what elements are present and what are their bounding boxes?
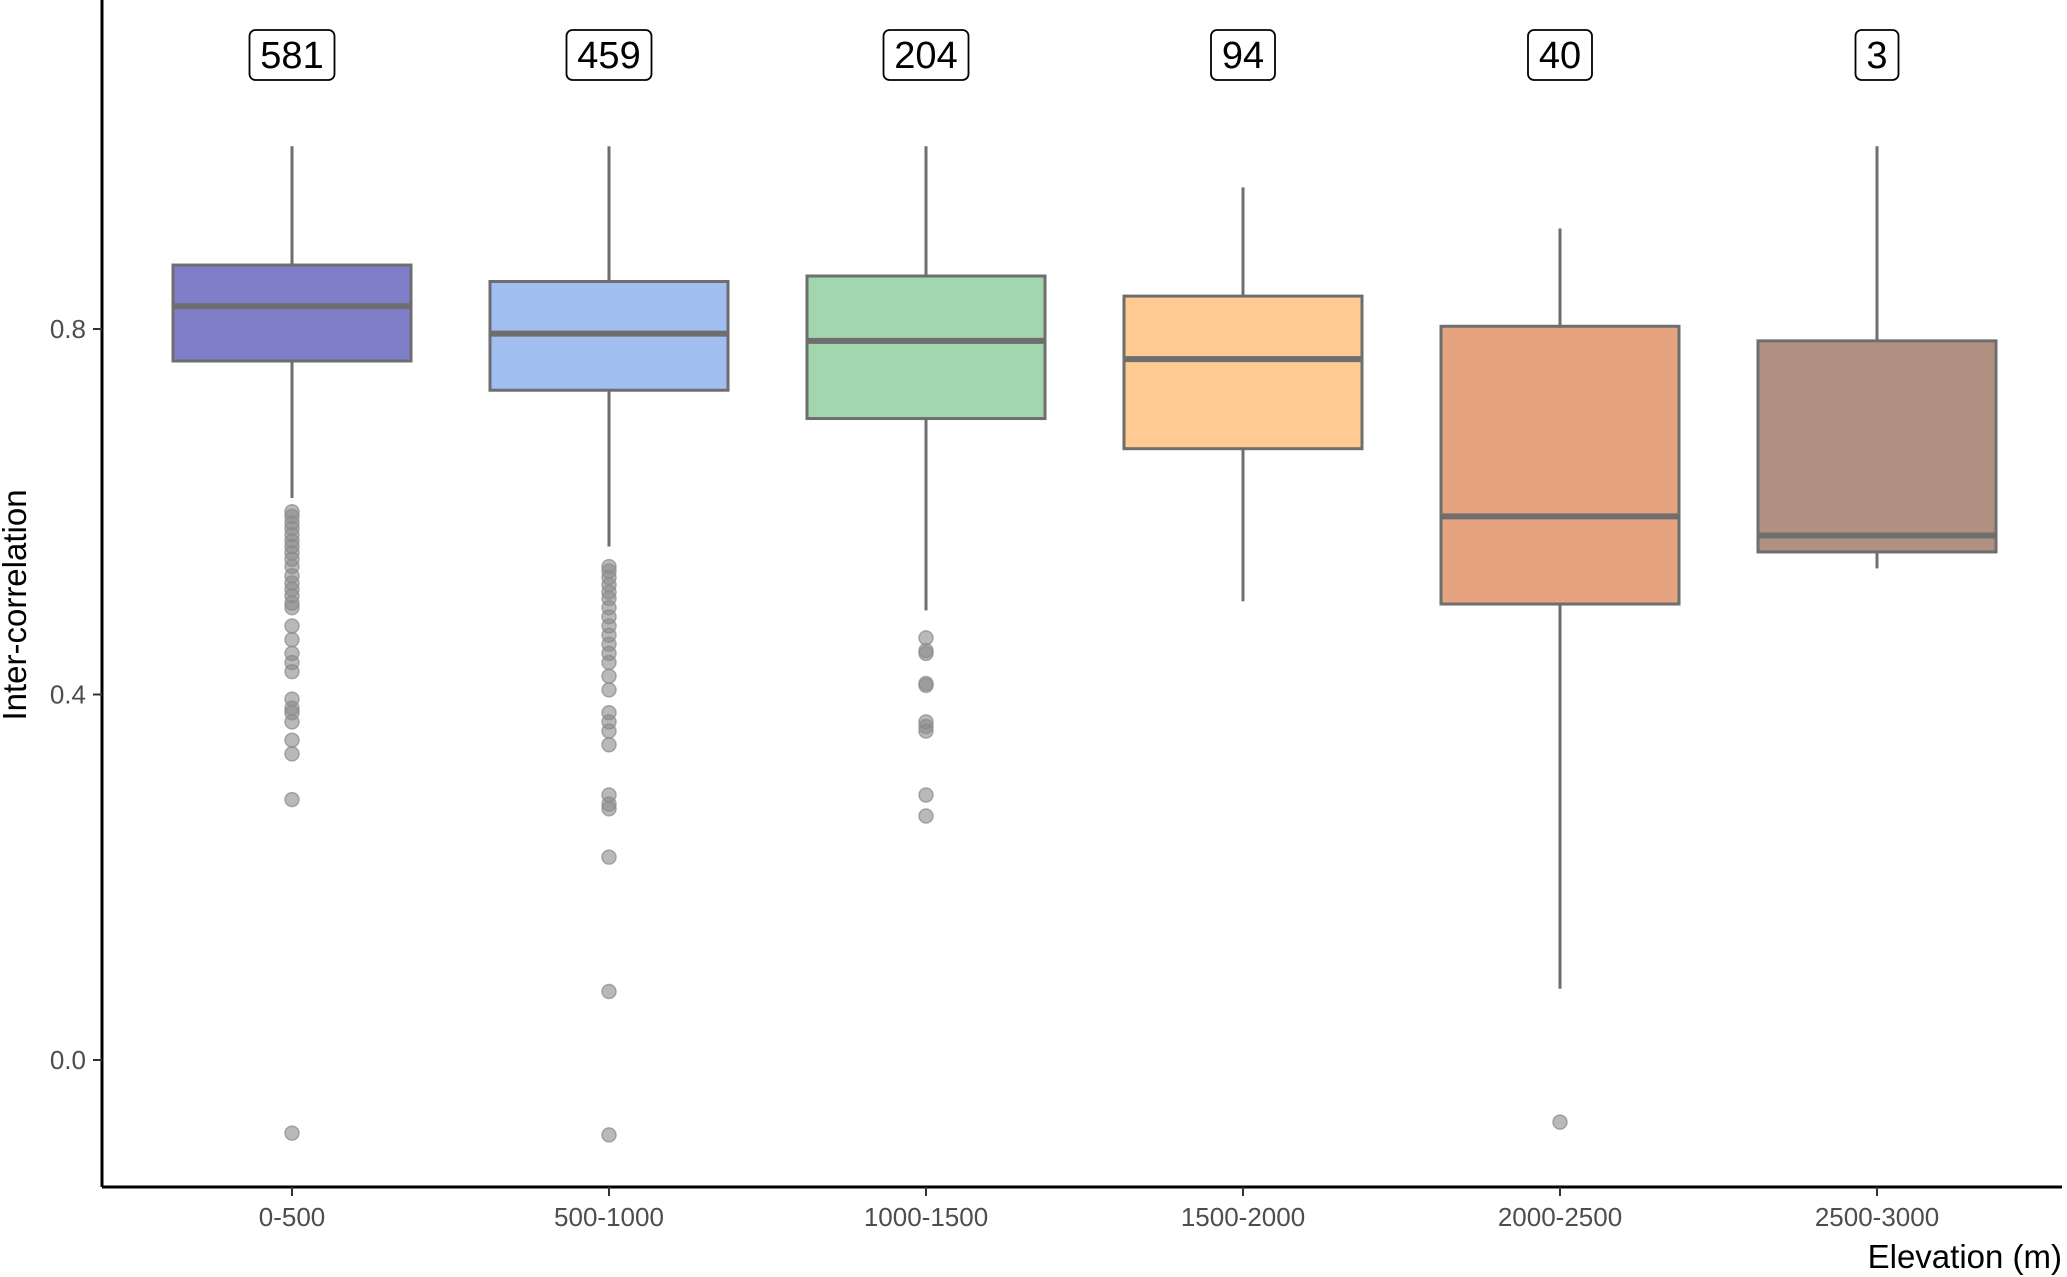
outlier-point xyxy=(284,714,300,730)
outlier-point xyxy=(918,808,934,824)
x-tick-label: 500-1000 xyxy=(554,1202,664,1232)
x-tick-label: 1000-1500 xyxy=(864,1202,988,1232)
y-axis: 0.0 0.4 0.8 xyxy=(50,0,104,1187)
count-label: 204 xyxy=(894,35,957,77)
y-tick-label: 0.4 xyxy=(50,680,86,710)
outlier-point xyxy=(601,800,617,817)
outlier-point xyxy=(284,746,300,762)
y-axis-title: Inter-correlation xyxy=(0,489,33,720)
x-tick-label: 0-500 xyxy=(259,1202,326,1232)
box xyxy=(1756,339,1998,554)
outlier-point xyxy=(601,1127,617,1143)
count-label-box xyxy=(1210,29,1276,81)
outlier-point xyxy=(601,654,617,671)
outlier-point xyxy=(918,787,934,803)
count-label: 40 xyxy=(1539,35,1581,77)
outlier-point xyxy=(918,677,934,694)
y-tick-label: 0.8 xyxy=(50,314,86,344)
box-group: 581 xyxy=(171,29,413,1141)
outlier-point xyxy=(918,723,934,739)
count-label-box xyxy=(1527,29,1593,81)
box-group: 40 xyxy=(1439,29,1681,1130)
outlier-point xyxy=(601,983,617,1000)
outlier-point xyxy=(284,791,300,808)
outlier-point xyxy=(284,663,300,680)
count-label: 459 xyxy=(577,35,640,77)
plot-panel: 581 459 204 94 40 3 xyxy=(171,29,1998,1143)
box-group: 459 xyxy=(488,29,730,1143)
count-label-box xyxy=(882,29,970,81)
outlier-point xyxy=(601,668,617,684)
outlier-point xyxy=(601,723,617,739)
outlier-point xyxy=(284,618,300,634)
outlier-point xyxy=(1552,1114,1568,1130)
count-label: 3 xyxy=(1866,35,1887,77)
outlier-point xyxy=(918,630,934,646)
x-tick-label: 1500-2000 xyxy=(1181,1202,1305,1232)
box-group: 204 xyxy=(805,29,1047,824)
outlier-point xyxy=(601,737,617,753)
outlier-point xyxy=(284,1125,300,1141)
outlier-point xyxy=(284,631,300,648)
count-label: 581 xyxy=(260,35,323,77)
x-tick-label: 2500-3000 xyxy=(1815,1202,1939,1232)
x-tick-label: 2000-2500 xyxy=(1498,1202,1622,1232)
outlier-point xyxy=(284,732,300,748)
count-label-box xyxy=(565,29,653,81)
box-group: 94 xyxy=(1122,29,1364,602)
count-label-box xyxy=(248,29,336,81)
outlier-point xyxy=(601,682,617,698)
box xyxy=(805,274,1047,421)
x-axis-title: Elevation (m) xyxy=(1868,1238,2062,1275)
outlier-point xyxy=(284,599,300,616)
count-label: 94 xyxy=(1222,35,1264,77)
outlier-point xyxy=(601,849,617,865)
x-axis: 0-500 500-1000 1000-1500 1500-2000 2000-2500… xyxy=(102,1185,2062,1232)
box-group: 3 xyxy=(1756,29,1998,569)
outlier-point xyxy=(918,645,934,662)
y-tick-label: 0.0 xyxy=(50,1045,86,1075)
box xyxy=(171,263,413,363)
box xyxy=(1122,294,1364,451)
box xyxy=(1439,324,1681,606)
count-label-box xyxy=(1854,29,1900,81)
